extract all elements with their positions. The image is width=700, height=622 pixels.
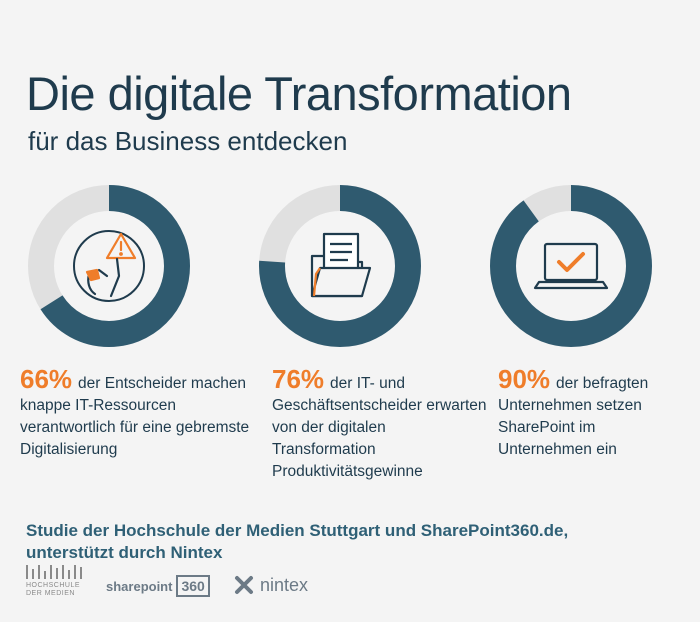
logo-row: HOCHSCHULE DER MEDIEN sharepoint 360 nin… — [26, 565, 346, 605]
nintex-x-icon — [235, 576, 253, 594]
hdm-bars-icon — [26, 565, 96, 579]
stat-text-1: der Entscheider machen knappe IT-Ressour… — [20, 375, 250, 458]
stat-text-3: der befragten Unternehmen setzen SharePo… — [498, 375, 649, 458]
stat-block-1: 66% der Entscheider machen knappe IT-Ress… — [20, 366, 255, 461]
donut-chart-1 — [27, 184, 191, 348]
donut-chart-3 — [489, 184, 653, 348]
study-credit: Studie der Hochschule der Medien Stuttga… — [26, 521, 569, 562]
folder-document-icon — [310, 232, 372, 298]
hdm-line-1: HOCHSCHULE — [26, 582, 81, 589]
donut-arc-3 — [490, 185, 652, 347]
stat-percent-1: 66% — [20, 364, 73, 394]
warning-person-icon — [73, 230, 145, 302]
stat-percent-2: 76% — [272, 364, 325, 394]
stat-text-2: der IT- und Geschäftsentscheider erwarte… — [272, 375, 487, 480]
sharepoint-logo-box: 360 — [176, 575, 210, 597]
laptop-check-icon — [533, 242, 609, 290]
donut-chart-2 — [258, 184, 422, 348]
nintex-logo-text: nintex — [260, 574, 309, 595]
donut-svg-3 — [490, 185, 652, 347]
sharepoint-logo-text: sharepoint — [106, 578, 173, 594]
stat-percent-3: 90% — [498, 364, 551, 394]
donut-svg-1 — [28, 185, 190, 347]
donut-arc-1 — [28, 185, 190, 347]
page-title: Die digitale Transformation — [26, 67, 572, 120]
donut-arc-2 — [259, 185, 421, 347]
hdm-logo-text: HOCHSCHULE DER MEDIEN — [26, 582, 96, 598]
sharepoint360-logo: sharepoint 360 — [106, 573, 210, 599]
page-subtitle: für das Business entdecken — [28, 126, 348, 156]
stat-block-2: 76% der IT- und Geschäftsentscheider erwa… — [272, 366, 487, 483]
donut-svg-2 — [259, 185, 421, 347]
hdm-line-2: DER MEDIEN — [26, 590, 75, 597]
stat-block-3: 90% der befragten Unternehmen setzen Shar… — [498, 366, 688, 461]
hdm-logo: HOCHSCHULE DER MEDIEN — [26, 565, 96, 607]
nintex-logo: nintex — [234, 571, 308, 599]
